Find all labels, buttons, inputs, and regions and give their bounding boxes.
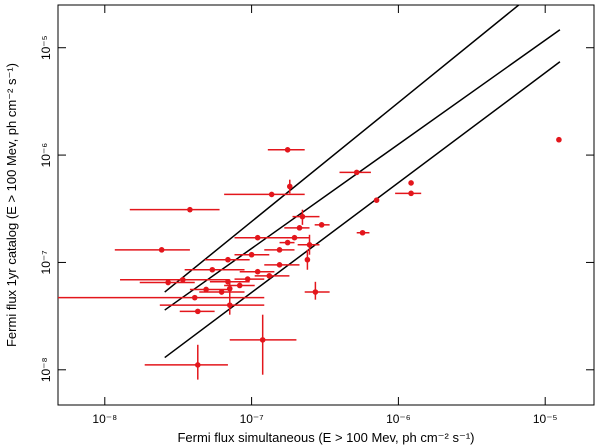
data-point <box>276 247 283 253</box>
data-point <box>191 294 198 301</box>
y-tick-label: 10⁻⁵ <box>39 35 53 60</box>
y-tick-label: 10⁻⁷ <box>39 250 53 274</box>
plot-area <box>58 5 562 380</box>
data-point <box>259 337 266 343</box>
data-point <box>304 256 311 263</box>
data-point <box>286 183 293 190</box>
data-point <box>209 266 216 273</box>
data-point <box>187 206 193 213</box>
data-point <box>226 302 233 308</box>
x-tick-label: 10⁻⁸ <box>92 412 117 426</box>
data-point <box>268 191 275 198</box>
data-point <box>299 213 306 220</box>
data-point <box>165 279 171 286</box>
x-tick-label: 10⁻⁷ <box>240 412 264 426</box>
x-tick-label: 10⁻⁶ <box>386 412 411 426</box>
x-axis-title: Fermi flux simultaneous (E > 100 Mev, ph… <box>177 430 474 445</box>
data-point <box>353 169 360 176</box>
data-point <box>408 180 414 186</box>
data-point <box>291 234 298 241</box>
data-point <box>254 268 261 275</box>
data-point <box>276 262 283 268</box>
reference-line <box>164 5 520 293</box>
x-tick-label: 10⁻⁵ <box>533 412 558 426</box>
data-point <box>373 197 380 203</box>
plot-frame <box>57 4 595 406</box>
data-point <box>306 241 313 248</box>
data-point <box>248 251 255 258</box>
data-point <box>284 239 291 246</box>
data-point <box>203 286 209 293</box>
data-point <box>254 234 261 241</box>
y-tick-label: 10⁻⁸ <box>39 357 53 382</box>
data-point <box>556 136 562 143</box>
data-point <box>226 285 233 292</box>
data-point <box>312 289 319 295</box>
data-point <box>180 276 186 283</box>
data-point <box>158 247 165 253</box>
data-point <box>244 276 251 282</box>
data-point <box>218 289 225 295</box>
data-point <box>408 190 414 197</box>
data-point <box>284 146 291 153</box>
data-point <box>318 222 325 228</box>
y-axis-title: Fermi flux 1yr catalog (E > 100 Mev, ph … <box>4 63 19 347</box>
reference-line <box>164 29 561 311</box>
data-point <box>194 362 201 368</box>
data-point <box>266 273 273 279</box>
y-tick-label: 10⁻⁶ <box>39 143 53 168</box>
data-point <box>236 282 243 289</box>
reference-line <box>164 61 561 359</box>
data-point <box>225 256 231 263</box>
data-point <box>194 308 201 315</box>
data-point <box>296 225 303 231</box>
data-point <box>359 229 366 236</box>
